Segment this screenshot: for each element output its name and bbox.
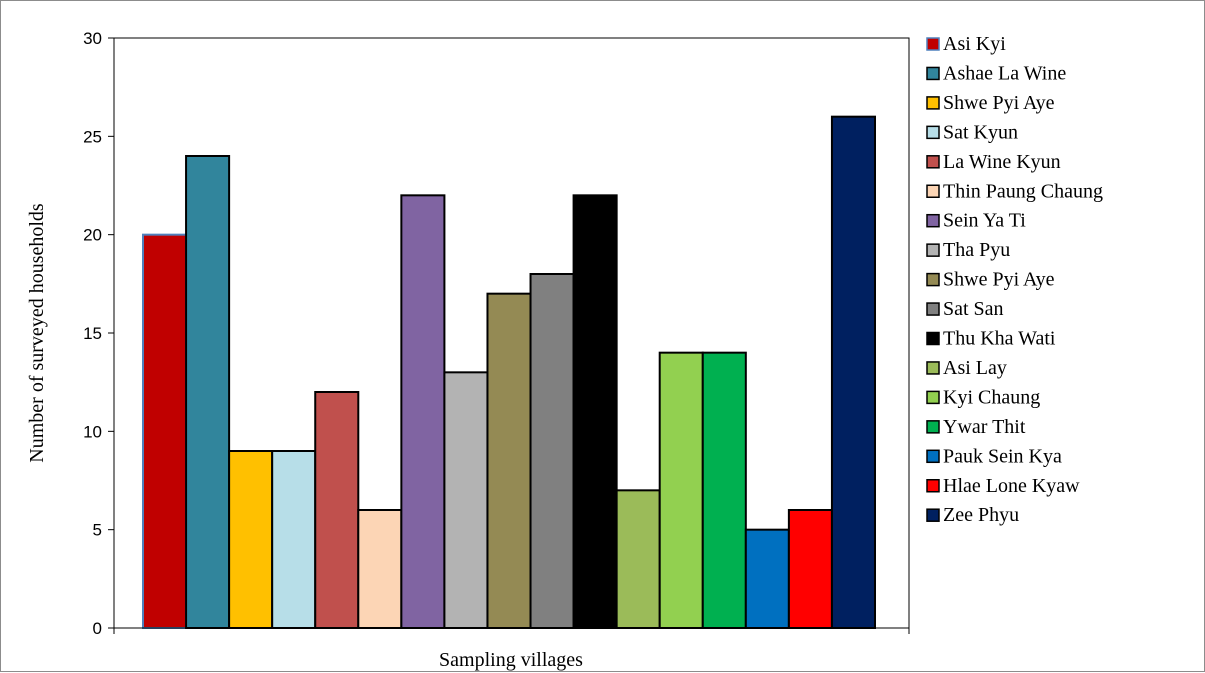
legend-swatch: [926, 302, 940, 316]
legend-swatch: [926, 361, 940, 375]
legend-label: Asi Kyi: [943, 33, 1006, 55]
bar-9: [486, 292, 532, 629]
legend-label: Shwe Pyi Aye: [943, 92, 1055, 114]
legend-swatch: [926, 243, 940, 257]
legend-swatch: [926, 155, 940, 169]
legend-swatch: [926, 508, 940, 522]
legend-label: Sat Kyun: [943, 121, 1018, 143]
y-tick-label: 0: [93, 619, 102, 638]
legend-swatch: [926, 213, 940, 228]
legend-swatch: [926, 37, 940, 51]
legend-label: Shwe Pyi Aye: [943, 269, 1055, 291]
bar-15: [744, 528, 790, 630]
y-axis: 0 5 10 15 20 25 30: [83, 29, 910, 638]
bar-6: [357, 509, 403, 629]
bar-7: [400, 194, 446, 629]
legend-label: Thu Kha Wati: [943, 328, 1056, 350]
legend-swatch: [926, 390, 940, 405]
y-tick-label: 25: [83, 127, 102, 146]
bar-8: [443, 371, 489, 630]
bar-16: [787, 509, 833, 629]
y-tick-label: 10: [83, 422, 102, 441]
legend-label: Zee Phyu: [943, 504, 1019, 526]
y-tick-label: 15: [83, 324, 102, 343]
bar-17: [830, 115, 876, 630]
legend-label: Kyi Chaung: [943, 386, 1040, 408]
x-axis-title: Sampling villages: [439, 649, 583, 671]
bar-3: [228, 450, 274, 629]
legend-label: Ashae La Wine: [943, 62, 1066, 84]
bars-group: [142, 115, 876, 630]
legend-swatch: [926, 272, 940, 287]
y-axis-title: Number of surveyed households: [26, 203, 48, 463]
bar-4: [271, 450, 317, 629]
legend-swatch: [926, 66, 940, 81]
y-tick-label: 30: [83, 29, 102, 48]
legend-swatch: [926, 125, 940, 140]
y-tick-label: 5: [93, 521, 102, 540]
bar-14: [701, 351, 747, 629]
legend-swatch: [926, 479, 940, 493]
legend-swatch: [926, 184, 940, 198]
y-tick-label: 20: [83, 226, 102, 245]
legend-label: Pauk Sein Kya: [943, 445, 1062, 467]
legend-label: Thin Paung Chaung: [943, 180, 1103, 202]
legend-swatch: [926, 449, 940, 464]
legend-label: Ywar Thit: [943, 416, 1026, 438]
bar-2: [185, 155, 231, 629]
bar-10: [529, 273, 575, 629]
legend-label: Sat San: [943, 298, 1004, 320]
bar-5: [314, 391, 360, 629]
legend-label: La Wine Kyun: [943, 151, 1061, 173]
legend-label: Sein Ya Ti: [943, 210, 1026, 232]
bar-11: [572, 194, 618, 629]
legend-swatch: [926, 96, 940, 110]
bar-1: [142, 233, 188, 630]
legend: Asi Kyi Ashae La Wine Shwe Pyi Aye Sat Kyun…: [926, 33, 1103, 526]
bar-12: [615, 489, 661, 630]
legend-swatch: [926, 420, 940, 434]
legend-label: Asi Lay: [943, 357, 1007, 379]
legend-swatch: [926, 331, 940, 346]
legend-label: Tha Pyu: [943, 239, 1010, 261]
legend-label: Hlae Lone Kyaw: [943, 475, 1080, 497]
bar-13: [658, 351, 704, 629]
